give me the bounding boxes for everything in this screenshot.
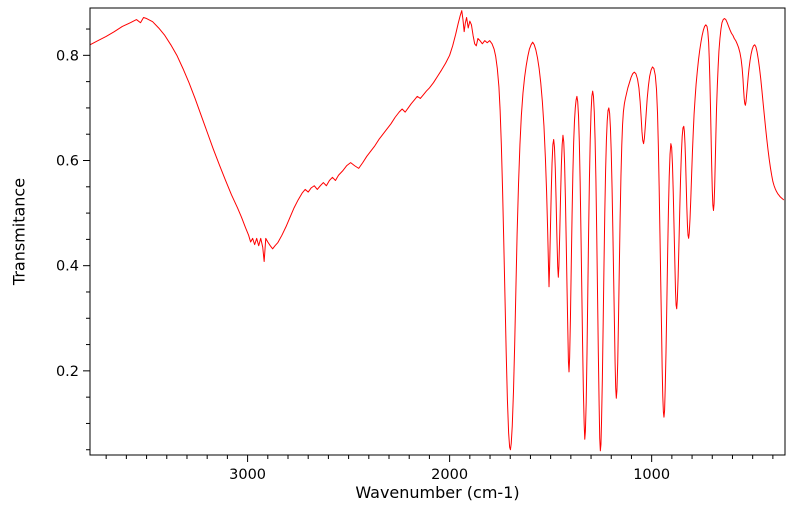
y-axis-label: Transmitance: [9, 177, 29, 286]
x-tick-label: 3000: [229, 467, 266, 483]
x-tick-label: 1000: [633, 467, 670, 483]
y-tick-label: 0.2: [56, 364, 79, 380]
y-tick-label: 0.4: [56, 259, 79, 275]
spectrum-line: [90, 10, 785, 452]
x-tick-label: 2000: [431, 467, 468, 483]
plot-border: [89, 7, 786, 456]
x-axis-label: Wavenumber (cm-1): [355, 483, 520, 502]
y-tick-label: 0.8: [56, 48, 79, 64]
y-tick-label: 0.6: [56, 154, 79, 170]
